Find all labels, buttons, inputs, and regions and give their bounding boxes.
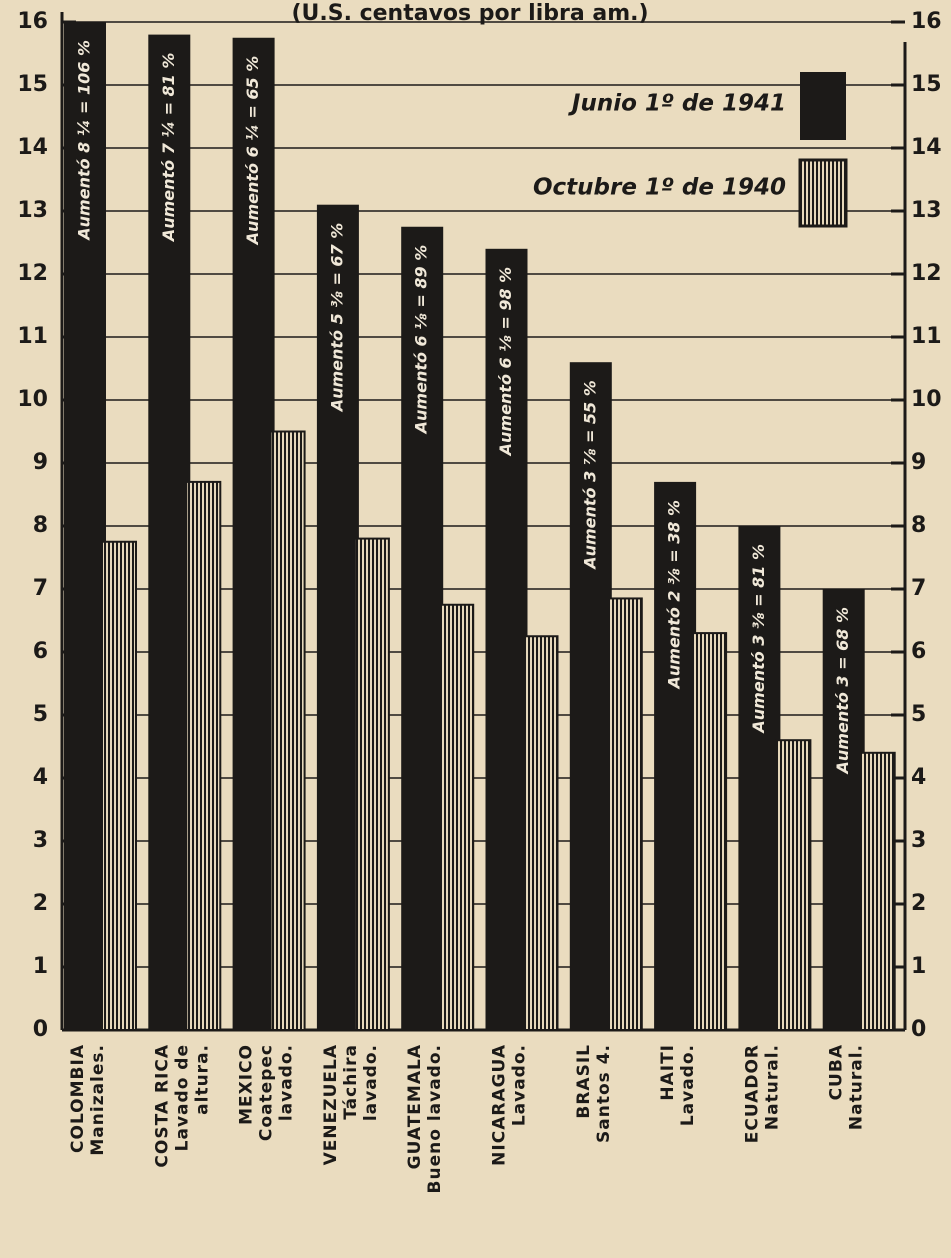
annotation: Aumentó 6 ⅛ = 98 %: [496, 267, 515, 458]
y2-tick-label: 15: [911, 72, 942, 97]
x-tick-label: VENEZUELA: [321, 1044, 341, 1165]
bar: [269, 430, 306, 1031]
bar: [148, 34, 191, 1031]
y2-tick-label: 10: [911, 387, 942, 412]
bar: [606, 597, 643, 1031]
y2-tick-label: 9: [911, 450, 926, 475]
x-tick-label: MEXICO: [237, 1044, 257, 1125]
annotation: Aumentó 3 = 68 %: [833, 607, 852, 775]
x-tick-label: BRASIL: [574, 1044, 594, 1119]
y2-tick-label: 4: [911, 765, 926, 790]
x-tick-label: COLOMBIA: [68, 1044, 88, 1153]
y2-tick-label: 14: [911, 135, 942, 160]
bar: [64, 22, 106, 1030]
x-tick-label: Lavado.: [678, 1044, 698, 1126]
bar: [101, 540, 137, 1031]
bar: [569, 362, 612, 1030]
bar: [185, 480, 222, 1031]
x-tick-label: COSTA RICA: [152, 1044, 172, 1168]
x-tick-label: ECUADOR: [742, 1044, 762, 1143]
bar: [859, 751, 896, 1031]
annotation: Aumentó 7 ¼ = 81 %: [159, 53, 178, 244]
y-tick-label: 10: [17, 387, 48, 412]
y2-tick-label: 13: [911, 198, 942, 223]
y2-tick-label: 3: [911, 828, 926, 853]
bar: [691, 632, 728, 1031]
bar: [822, 589, 865, 1030]
y-tick-label: 15: [17, 72, 48, 97]
x-tick-label: Santos 4.: [594, 1044, 614, 1143]
y-tick-label: 7: [33, 576, 48, 601]
annotation: Aumentó 2 ⅜ = 38 %: [665, 500, 684, 691]
y-tick-label: 14: [17, 135, 48, 160]
x-tick-label: Lavado de: [172, 1044, 192, 1151]
bar: [738, 526, 781, 1030]
y2-tick-label: 2: [911, 891, 926, 916]
y-tick-label: 2: [33, 891, 48, 916]
x-tick-label: Natural.: [762, 1044, 782, 1130]
annotation: Aumentó 5 ⅜ = 67 %: [327, 223, 346, 414]
y2-tick-label: 7: [911, 576, 926, 601]
y2-tick-label: 16: [911, 9, 942, 34]
bar: [232, 37, 275, 1030]
y-tick-label: 5: [33, 702, 48, 727]
x-tick-label: GUATEMALA: [405, 1044, 425, 1169]
bar: [485, 248, 528, 1031]
bar: [522, 635, 559, 1031]
y-tick-label: 11: [17, 324, 48, 349]
y-tick-label: 0: [33, 1017, 48, 1042]
y-tick-label: 9: [33, 450, 48, 475]
bar: [401, 226, 444, 1030]
x-tick-label: lavado.: [277, 1044, 297, 1121]
y2-tick-label: 8: [911, 513, 926, 538]
x-tick-label: Lavado.: [510, 1044, 530, 1126]
x-tick-label: lavado.: [361, 1044, 381, 1121]
x-tick-label: HAITI: [658, 1044, 678, 1101]
annotation: Aumentó 3 ⅜ = 81 %: [749, 544, 768, 735]
annotation: Aumentó 3 ⅞ = 55 %: [580, 380, 599, 571]
y2-tick-label: 0: [911, 1017, 926, 1042]
y-tick-label: 4: [33, 765, 48, 790]
legend-label: Octubre 1º de 1940: [533, 175, 786, 201]
y-tick-label: 1: [33, 954, 48, 979]
legend-swatch: [800, 72, 846, 140]
legend-label: Junio 1º de 1941: [568, 91, 786, 117]
bar: [438, 603, 475, 1031]
y2-tick-label: 5: [911, 702, 926, 727]
x-tick-label: Táchira: [341, 1044, 361, 1120]
y-tick-label: 13: [17, 198, 48, 223]
x-tick-label: Bueno lavado.: [425, 1044, 445, 1193]
y2-tick-label: 11: [911, 324, 942, 349]
x-tick-label: altura.: [192, 1044, 212, 1115]
bar: [775, 739, 812, 1031]
y-tick-label: 6: [33, 639, 48, 664]
y-tick-label: 3: [33, 828, 48, 853]
annotation: Aumentó 6 ¼ = 65 %: [243, 56, 262, 247]
legend-swatch: [798, 158, 848, 228]
x-tick-label: Coatepec: [257, 1044, 277, 1141]
annotation: Aumentó 6 ⅛ = 89 %: [412, 245, 431, 436]
y2-tick-label: 1: [911, 954, 926, 979]
bar: [316, 204, 359, 1030]
bar: [353, 537, 390, 1031]
x-tick-label: Manizales.: [88, 1044, 108, 1156]
y-tick-label: 16: [17, 9, 48, 34]
y-tick-label: 8: [33, 513, 48, 538]
y2-tick-label: 12: [911, 261, 942, 286]
bar: [654, 481, 697, 1030]
x-tick-label: CUBA: [827, 1044, 847, 1100]
annotation: Aumentó 8 ¼ = 106 %: [75, 40, 94, 242]
x-tick-label: Natural.: [847, 1044, 867, 1130]
y2-tick-label: 6: [911, 639, 926, 664]
y-tick-label: 12: [17, 261, 48, 286]
x-tick-label: NICARAGUA: [490, 1044, 510, 1166]
